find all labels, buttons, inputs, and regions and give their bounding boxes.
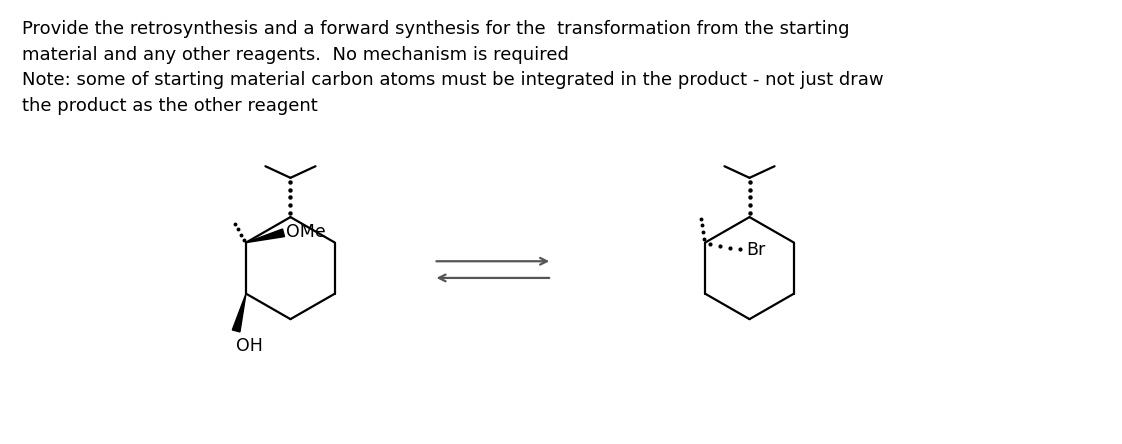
Polygon shape [246,229,285,242]
Text: OMe: OMe [286,223,327,241]
Text: OH: OH [236,337,263,355]
Text: Provide the retrosynthesis and a forward synthesis for the  transformation from : Provide the retrosynthesis and a forward… [22,20,883,115]
Text: Br: Br [746,242,765,259]
Polygon shape [232,293,246,332]
